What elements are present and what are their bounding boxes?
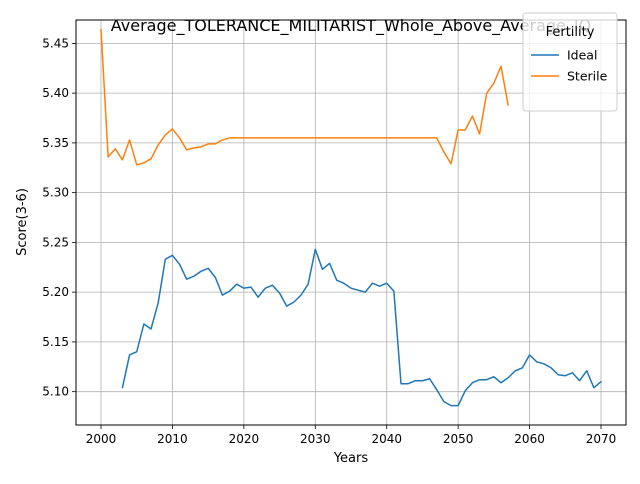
x-tick-label: 2070 [586,432,617,446]
y-tick-label: 5.20 [42,285,69,299]
y-axis-ticks: 5.10 5.15 5.20 5.25 5.30 5.35 5.40 5.45 [42,36,76,399]
plot-frame [75,19,627,426]
x-axis-ticks: 2000 2010 2020 2030 2040 2050 2060 2070 [86,425,617,446]
legend-label-sterile: Sterile [567,69,608,84]
y-tick-label: 5.40 [42,86,69,100]
legend-label-ideal: Ideal [567,48,597,63]
legend-box [522,12,618,112]
x-tick-label: 2050 [443,432,474,446]
x-axis-label: Years [333,451,369,466]
legend-entries: Ideal Sterile [531,48,608,84]
y-tick-label: 5.10 [42,385,69,399]
x-tick-label: 2040 [371,432,402,446]
x-tick-label: 2000 [86,432,117,446]
legend-title: Fertility [546,25,595,40]
legend: Fertility Ideal Sterile [522,12,618,112]
series-line-sterile [100,28,509,166]
y-tick-label: 5.15 [42,335,69,349]
x-tick-label: 2060 [514,432,545,446]
series-lines [100,28,602,407]
y-tick-label: 5.35 [42,136,69,150]
y-tick-label: 5.45 [42,36,69,50]
x-tick-label: 2010 [157,432,188,446]
y-axis-label: Score(3-6) [15,188,30,256]
y-tick-label: 5.25 [42,235,69,249]
chart-title: Average_TOLERANCE_MILITARIST_Whole_Above… [111,16,591,36]
x-tick-label: 2030 [300,432,331,446]
y-tick-label: 5.30 [42,186,69,200]
series-line-ideal [121,248,602,407]
x-tick-label: 2020 [229,432,260,446]
